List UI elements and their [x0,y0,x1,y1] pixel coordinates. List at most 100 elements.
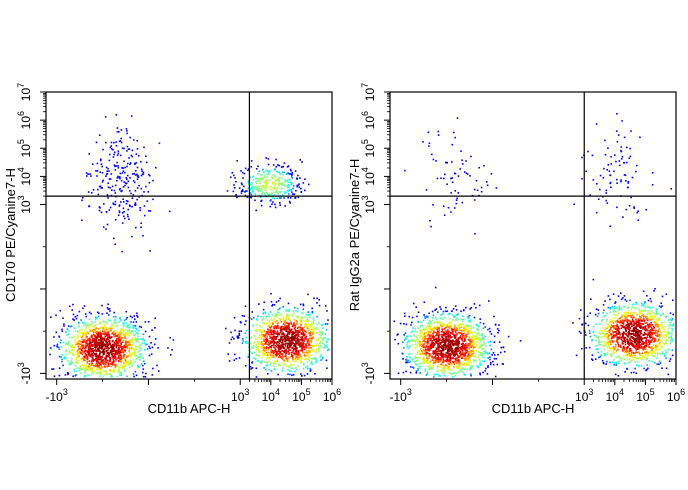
event-dot-cd11b-cd170- [266,173,268,176]
event-dot-cd11b-cd170- [108,170,110,172]
event-dot-double-negative [480,343,483,346]
event-dot-double-negative [445,346,447,348]
event-dot-cd11b-isotype- [644,352,646,355]
event-dot-double-negative [120,361,122,363]
event-dot-double-negative [92,355,95,357]
event-dot-cd11b-cd170- [273,181,276,184]
event-dot-double-negative [72,350,75,352]
event-dot-double-negative [444,359,447,362]
event-dot-double-negative [423,354,425,356]
event-dot-cd11b-cd170- [268,346,270,349]
event-dot-double-negative [95,316,97,319]
event-dot-cd11b-cd170- [258,303,260,305]
event-dot-double-negative [123,323,126,326]
event-dot-cd11b-cd170- [287,165,290,167]
event-dot-double-negative [134,351,137,353]
event-dot-cd11b-cd170- [304,336,306,339]
event-dot-cd11b-cd170- [304,346,306,349]
event-dot-cd11b-cd170- [250,336,253,338]
event-dot-double-negative [403,334,405,336]
event-dot-cd11b-cd170- [110,141,113,144]
event-dot-cd11b-cd170- [295,368,298,371]
event-dot-double-negative [100,358,103,361]
event-dot-cd11b-cd170- [298,333,300,336]
event-dot-double-negative [118,349,120,352]
event-dot-cd11b-cd170- [281,177,283,179]
event-dot-double-negative [454,337,456,340]
event-dot-double-negative [116,365,118,367]
event-dot-cd11b-cd170- [236,336,239,339]
event-dot-cd11b-cd170- [281,358,284,360]
event-dot-double-negative [83,305,86,307]
event-dot-double-negative [477,357,480,359]
event-dot-cd11b-cd170- [274,368,277,371]
event-dot-cd11b-cd170- [300,362,302,364]
event-dot-double-negative [470,336,472,338]
event-dot-double-negative [427,352,430,355]
event-dot-cd11b-cd170- [295,342,297,344]
event-dot-cd11b-cd170- [261,192,264,195]
event-dot-double-negative [94,336,96,338]
event-dot-double-negative [68,330,70,332]
event-dot-double-negative [435,373,438,376]
event-dot-cd11b-cd170- [261,173,263,176]
event-dot-cd11b-cd170- [270,292,272,295]
event-dot-double-negative [93,370,96,372]
event-dot-cd11b-cd170- [290,338,293,340]
event-dot-cd11b-cd170- [304,330,307,333]
event-dot-cd11b-cd170- [270,199,272,201]
event-dot-double-negative [474,360,477,363]
event-dot-double-negative [134,330,137,332]
event-dot-cd11b-cd170- [119,172,122,175]
event-dot-double-negative [450,356,453,359]
event-dot-cd11b-cd170- [295,347,297,349]
event-dot-cd11b-cd170- [152,179,154,182]
event-dot-cd11b-cd170- [285,329,287,331]
event-dot-double-negative [63,323,65,325]
event-dot-double-negative [405,370,407,373]
event-dot-cd11b-cd170- [130,115,133,117]
event-dot-cd11b-cd170- [238,332,241,335]
event-dot-cd11b-cd170- [140,160,142,163]
event-dot-cd11b-cd170- [127,148,130,150]
event-dot-double-negative [420,341,423,343]
event-dot-double-negative [426,359,429,362]
event-dot-cd11b-cd170- [103,203,105,205]
event-dot-double-negative [83,356,86,359]
event-dot-cd11b-cd170- [325,359,328,362]
event-dot-cd11b-cd170- [86,175,88,177]
event-dot-double-negative [110,344,112,347]
event-dot-cd11b-cd170- [100,187,102,189]
event-dot-double-negative [101,347,103,349]
event-dot-double-negative [99,362,102,364]
event-dot-cd11b-isotype- [637,365,640,368]
event-dot-cd11b-cd170- [277,178,280,181]
event-dot-double-negative [442,372,445,375]
event-dot-cd11b-cd170- [321,331,323,333]
event-dot-double-negative [88,345,91,347]
event-dot-double-negative [453,327,456,330]
event-dot-double-negative [90,343,92,345]
event-dot-cd11b-cd170- [129,177,131,179]
event-dot-cd11b-cd170- [276,187,279,189]
event-dot-cd11b-cd170- [310,354,313,356]
event-dot-double-negative [440,330,443,333]
event-dot-double-negative [82,322,85,324]
event-dot-cd11b-cd170- [281,353,283,355]
event-dot-cd11b-cd170- [275,176,277,178]
event-dot-cd11b-isotype- [632,345,634,348]
event-dot-double-negative [111,340,114,343]
event-dot-cd11b-cd170- [101,187,103,189]
event-dot-cd11b-cd170- [297,338,299,340]
event-dot-cd11b-cd170- [302,343,304,345]
event-dot-double-negative [457,338,460,340]
event-dot-cd11b-cd170- [285,348,287,351]
event-dot-double-negative [113,364,116,366]
event-dot-cd11b-cd170- [102,148,104,151]
event-dot-cd11b-cd170- [119,176,121,178]
event-dot-double-negative [107,308,110,311]
event-dot-double-negative [439,360,442,363]
event-dot-cd11b-cd170- [287,330,289,333]
event-dot-double-negative [103,326,106,328]
